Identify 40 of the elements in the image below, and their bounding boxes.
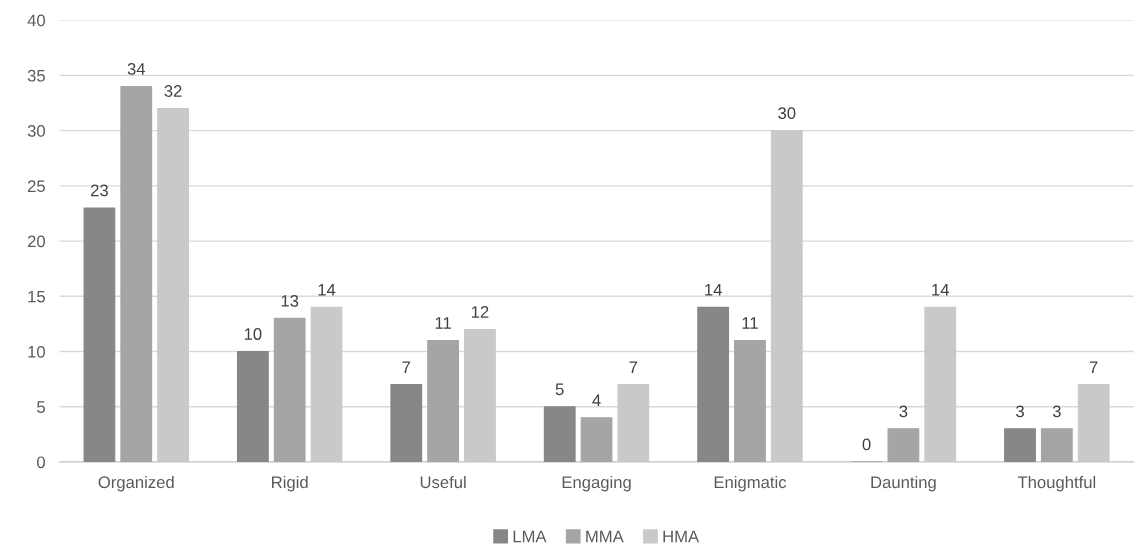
data-label: 11 [742,317,758,329]
y-tick-label: 35 [27,69,45,82]
data-label: 7 [629,361,638,373]
data-label: 32 [164,85,182,97]
data-label: 12 [471,306,489,318]
data-label: 14 [932,284,950,296]
y-tick-label: 5 [37,401,45,413]
data-label: 23 [91,184,108,197]
data-label: 10 [244,328,262,340]
y-tick-label: 0 [37,456,45,469]
data-label: 11 [435,317,451,329]
data-label: 3 [899,405,908,418]
data-label: 5 [555,383,564,396]
y-tick-label: 25 [27,180,45,193]
y-tick-label: 20 [27,235,45,248]
data-label: 4 [592,394,601,407]
y-tick-label: 30 [27,125,45,137]
legend-label: HMA [663,530,700,543]
x-tick-label: Useful [420,475,466,489]
data-label: 7 [402,361,411,373]
x-tick-label: Thoughtful [1017,475,1096,492]
y-tick-label: 15 [28,290,45,303]
data-label: 13 [281,294,299,307]
data-label: 0 [862,438,871,451]
data-label: 7 [1089,361,1098,373]
legend-label: LMA [513,530,547,543]
y-tick-label: 40 [27,14,45,27]
x-tick-label: Engaging [562,475,631,492]
data-label: 30 [778,107,796,119]
x-tick-label: Organized [98,475,174,492]
x-tick-label: Enigmatic [714,475,787,492]
data-label: 14 [705,284,722,296]
y-tick-label: 10 [28,345,45,358]
data-label: 34 [127,63,146,75]
x-tick-label: Daunting [871,475,936,492]
data-label: 3 [1016,405,1024,418]
data-label: 14 [318,284,336,296]
legend-label: MMA [586,530,624,543]
data-label: 3 [1052,405,1061,418]
x-tick-label: Rigid [272,475,308,492]
